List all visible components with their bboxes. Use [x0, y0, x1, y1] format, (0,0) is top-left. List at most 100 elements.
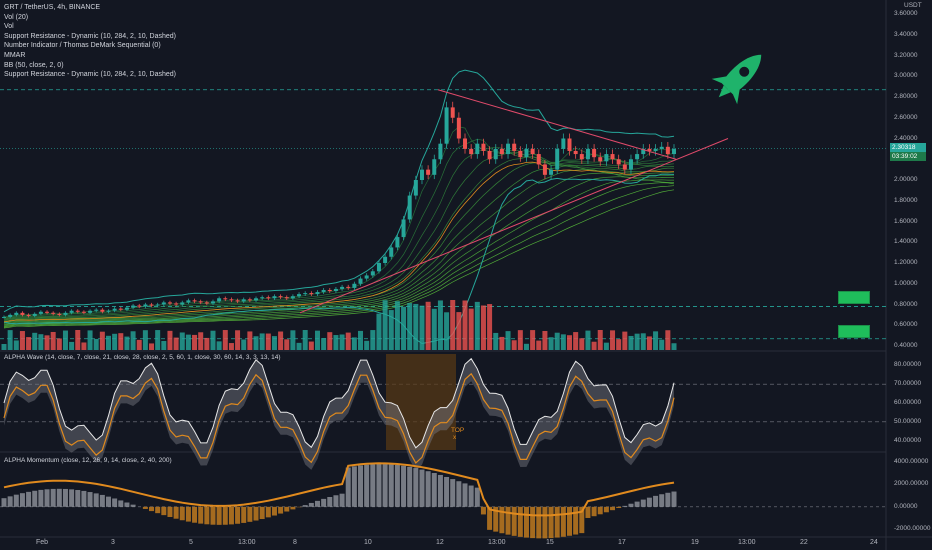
last-price-tag: 2.30318	[890, 143, 926, 152]
symbol-title[interactable]: GRT / TetherUS, 4h, BINANCE	[4, 4, 101, 11]
candle-body	[192, 300, 197, 302]
currency-label: USDT	[904, 2, 922, 9]
momentum-bar	[222, 506, 228, 525]
alpha-wave-label[interactable]: ALPHA Wave (14, close, 7, close, 21, clo…	[4, 354, 281, 361]
wave-white-line	[3, 357, 675, 449]
candle-body	[487, 150, 492, 160]
volume-bar	[573, 332, 579, 350]
momentum-bar	[284, 506, 290, 512]
momentum-bar	[394, 464, 400, 507]
candle-body	[573, 150, 578, 155]
candle-body	[223, 298, 228, 300]
candle-body	[112, 308, 117, 311]
candle-body	[665, 146, 670, 155]
volume-bar	[327, 332, 333, 350]
candle-body	[383, 256, 388, 263]
volume-bar	[413, 303, 419, 350]
volume-bar	[308, 341, 314, 350]
alpha-wave-pane[interactable]	[0, 354, 886, 471]
volume-bar	[204, 337, 210, 350]
momentum-bar	[253, 506, 259, 521]
volume-bar	[425, 301, 431, 350]
momentum-bar	[388, 464, 394, 507]
time-tick: 5	[189, 539, 193, 546]
candle-body	[585, 148, 590, 160]
candle-body	[229, 299, 234, 301]
legend-td-sequential[interactable]: Number Indicator / Thomas DeMark Sequent…	[4, 42, 161, 50]
candle-body	[88, 310, 93, 313]
legend-vol20[interactable]: Vol (20)	[4, 13, 29, 21]
volume-bar	[105, 335, 111, 350]
momentum-bar	[327, 496, 333, 507]
candle-body	[352, 283, 357, 288]
volume-bar	[210, 330, 216, 350]
momentum-bar	[118, 500, 124, 507]
momentum-bar	[69, 489, 75, 507]
candle-body	[309, 293, 314, 295]
candle-body	[81, 311, 86, 313]
momentum-bar	[26, 491, 32, 507]
momentum-bar	[204, 506, 210, 525]
legend-bb[interactable]: BB (50, close, 2, 0)	[4, 61, 64, 69]
top-cross-marker: x	[453, 434, 457, 441]
time-tick: Feb	[36, 539, 49, 546]
legend-mmar[interactable]: MMAR	[4, 51, 26, 59]
volume-bar	[130, 331, 136, 350]
volume-bar	[7, 330, 13, 350]
momentum-tick: 4000.00000	[894, 457, 929, 465]
legend-sr-dynamic[interactable]: Support Resistance - Dynamic (10, 284, 2…	[4, 32, 176, 40]
momentum-bar	[321, 498, 327, 507]
bollinger-lower	[3, 173, 675, 345]
volume-bar	[370, 330, 376, 350]
momentum-bar	[573, 506, 579, 535]
momentum-bar	[610, 506, 616, 511]
time-tick: 19	[691, 539, 699, 546]
volume-bar	[112, 333, 118, 350]
candle-body	[161, 302, 166, 305]
wave-tick: 60.00000	[894, 399, 922, 406]
momentum-bar	[653, 495, 659, 507]
volume-bar	[597, 330, 603, 350]
volume-bar	[437, 300, 443, 350]
candle-body	[333, 288, 338, 292]
momentum-bar	[591, 506, 597, 517]
candle-body	[8, 314, 13, 317]
candle-body	[94, 309, 99, 311]
momentum-tick: -2000.00000	[894, 525, 931, 533]
candle-body	[45, 311, 50, 313]
price-pane[interactable]	[0, 69, 886, 350]
momentum-bar	[659, 494, 665, 507]
candle-body	[241, 299, 246, 302]
top-marker: TOP	[451, 427, 465, 434]
candle-body	[75, 310, 80, 312]
momentum-bar	[646, 497, 652, 507]
momentum-bar	[161, 506, 167, 516]
volume-bar	[542, 330, 548, 350]
volume-bar	[523, 343, 529, 350]
volume-bar	[517, 330, 523, 350]
momentum-bar	[358, 465, 364, 507]
volume-bar	[241, 339, 247, 350]
volume-bar	[198, 332, 204, 350]
volume-bar	[1, 344, 7, 350]
candle-body	[530, 148, 535, 155]
alpha-momentum-pane[interactable]	[0, 462, 886, 539]
alpha-momentum-label[interactable]: ALPHA Momentum (close, 12, 26, 9, 14, cl…	[4, 457, 172, 464]
legend-vol[interactable]: Vol	[4, 23, 14, 31]
momentum-tick: 0.00000	[894, 502, 918, 510]
legend-sr-dynamic-2[interactable]: Support Resistance - Dynamic (10, 284, 2…	[4, 71, 176, 79]
volume-bar	[358, 330, 364, 350]
rocket-icon	[711, 54, 762, 105]
momentum-bar	[616, 506, 622, 509]
candle-body	[610, 154, 615, 160]
price-tick: 0.40000	[894, 342, 918, 349]
volume-bar	[603, 342, 609, 350]
volume-bar	[622, 331, 628, 350]
candle-body	[100, 309, 105, 312]
momentum-bar	[560, 506, 566, 537]
price-tick: 2.00000	[894, 176, 918, 183]
volume-bar	[487, 304, 493, 350]
candle-body	[561, 138, 566, 149]
volume-bar	[290, 330, 296, 350]
